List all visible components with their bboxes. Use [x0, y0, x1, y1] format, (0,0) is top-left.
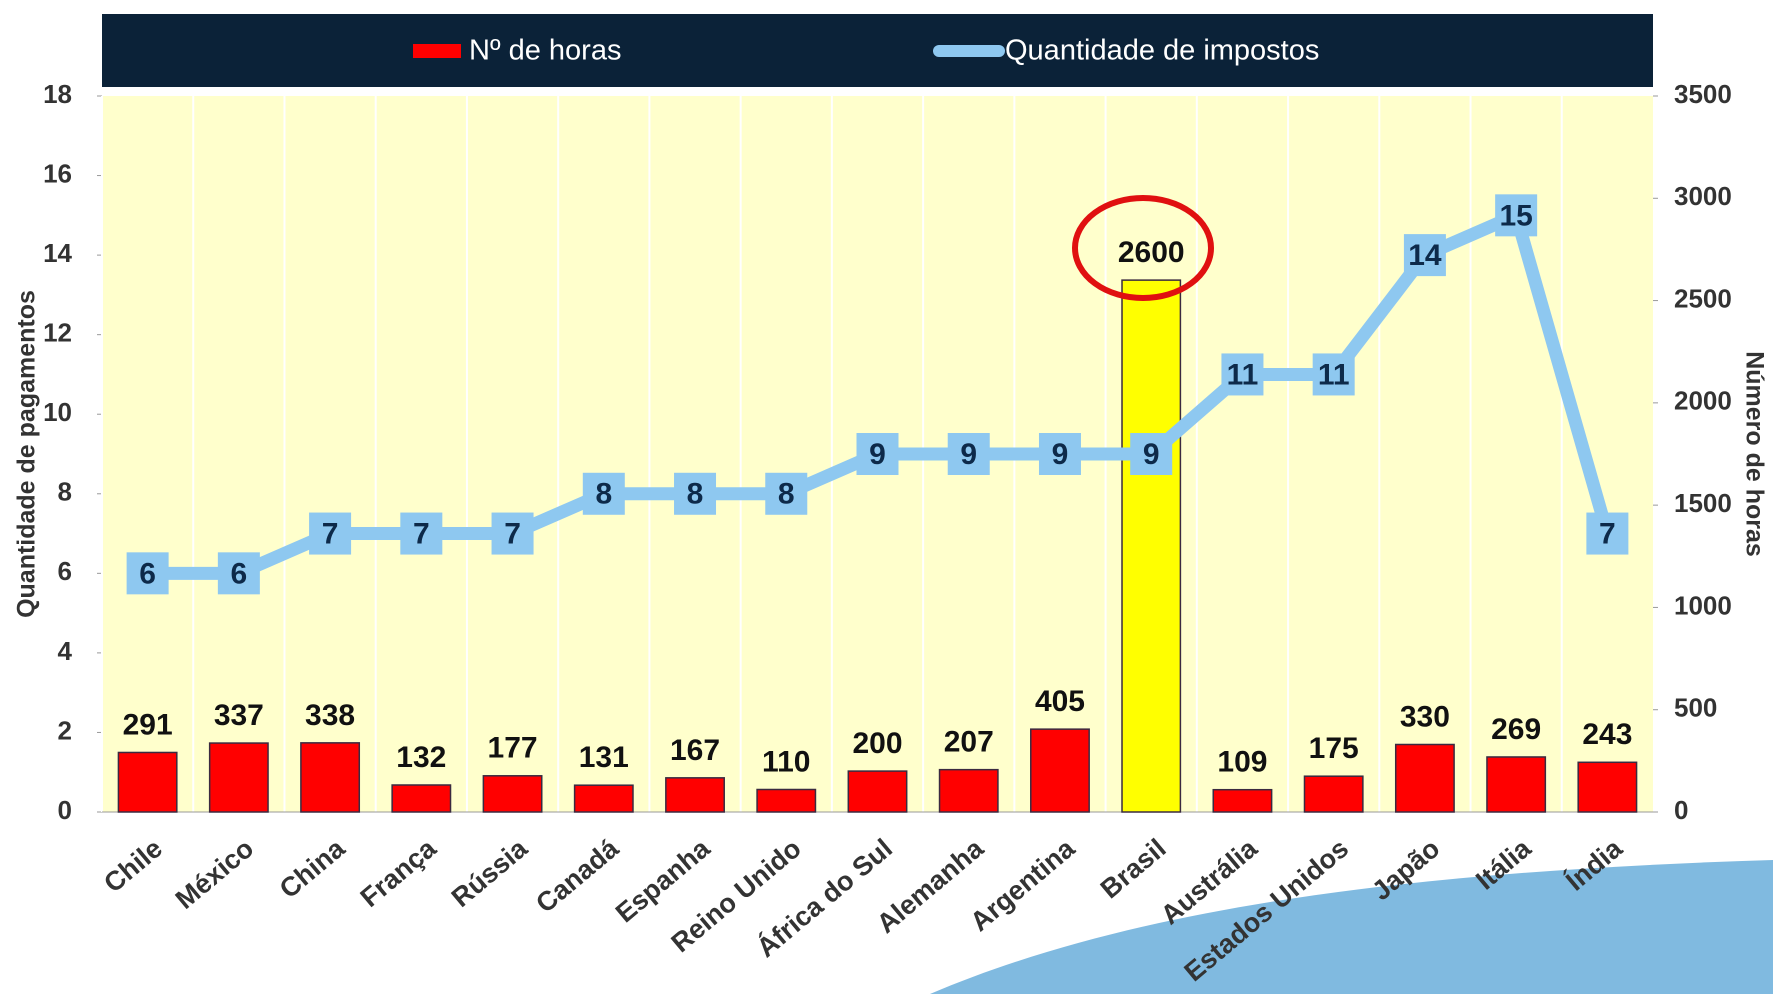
y-tick-label: 14 [43, 238, 72, 268]
bar [1578, 762, 1636, 812]
bar-value-label: 330 [1400, 700, 1450, 733]
y-tick-label: 18 [43, 79, 72, 109]
line-value-label: 11 [1318, 358, 1350, 391]
y2-tick-label: 1500 [1674, 488, 1732, 518]
line-value-label: 8 [687, 478, 704, 511]
bar [575, 785, 633, 812]
bar-value-label: 167 [670, 734, 720, 767]
line-value-label: 14 [1408, 239, 1442, 272]
line-value-label: 7 [322, 517, 339, 550]
line-value-label: 11 [1227, 358, 1259, 391]
bar-value-label: 131 [579, 741, 629, 774]
bar [1304, 776, 1362, 812]
bar [1122, 280, 1180, 812]
x-tick-label: Chile [98, 833, 168, 898]
legend-swatch [413, 44, 461, 58]
y-tick-label: 12 [43, 318, 72, 348]
bar-value-label: 132 [396, 741, 446, 774]
legend-label: Quantidade de impostos [1005, 35, 1319, 67]
x-tick-label: México [170, 833, 259, 915]
decoration-swoosh [930, 860, 1773, 994]
line-value-label: 9 [1052, 438, 1069, 471]
bar [1031, 729, 1089, 812]
bar [210, 743, 268, 812]
bar-value-label: 110 [762, 745, 810, 778]
bar-value-label: 291 [123, 708, 173, 741]
y2-tick-label: 500 [1674, 693, 1717, 723]
bar [940, 770, 998, 812]
y-tick-label: 4 [58, 636, 73, 666]
y2-tick-label: 2000 [1674, 386, 1732, 416]
x-tick-label: França [355, 832, 443, 913]
bar-value-label: 175 [1309, 732, 1359, 765]
bar [1487, 757, 1545, 812]
bar [1396, 744, 1454, 812]
line-value-label: 9 [1143, 438, 1160, 471]
bar [848, 771, 906, 812]
y-tick-label: 2 [58, 715, 72, 745]
bar-value-label: 177 [488, 732, 538, 765]
line-value-label: 9 [869, 438, 886, 471]
legend-box [102, 14, 1653, 87]
x-tick-label: China [274, 832, 351, 904]
y-tick-label: 6 [58, 556, 72, 586]
bar-value-label: 269 [1491, 713, 1541, 746]
chart: Quantidade de pagamentos Número de horas… [0, 0, 1773, 994]
y-tick-label: 10 [43, 397, 72, 427]
bar-value-label: 338 [305, 699, 355, 732]
y2-tick-label: 3000 [1674, 181, 1732, 211]
line-value-label: 6 [231, 557, 248, 590]
x-tick-label: Rússia [446, 832, 534, 913]
y-tick-label: 0 [58, 795, 72, 825]
bar [666, 778, 724, 812]
line-value-label: 7 [504, 517, 521, 550]
y2-tick-label: 0 [1674, 795, 1688, 825]
line-value-label: 8 [595, 478, 612, 511]
y2-axis-title: Número de horas [1740, 351, 1768, 557]
line-value-label: 7 [413, 517, 430, 550]
bar [757, 789, 815, 812]
bar-value-label: 109 [1217, 746, 1267, 779]
y-tick-label: 16 [43, 158, 72, 188]
line-value-label: 6 [139, 557, 156, 590]
x-tick-label: Brasil [1095, 833, 1172, 904]
bar-value-label: 2600 [1118, 236, 1185, 269]
legend-label: Nº de horas [469, 35, 621, 67]
line-value-label: 8 [778, 478, 795, 511]
line-value-label: 7 [1599, 517, 1616, 550]
y-tick-label: 8 [58, 477, 72, 507]
bar [1213, 790, 1271, 812]
y2-tick-label: 2500 [1674, 283, 1732, 313]
line-value-label: 9 [960, 438, 977, 471]
line-value-label: 15 [1499, 199, 1532, 232]
bar [483, 776, 541, 812]
bar-value-label: 207 [944, 726, 994, 759]
y2-tick-label: 3500 [1674, 79, 1732, 109]
bar-value-label: 243 [1582, 718, 1632, 751]
y-axis-title: Quantidade de pagamentos [13, 290, 41, 618]
bar [392, 785, 450, 812]
y2-tick-label: 1000 [1674, 590, 1732, 620]
bar [118, 752, 176, 812]
bar-value-label: 337 [214, 699, 264, 732]
bar [301, 743, 359, 812]
bar-value-label: 200 [852, 727, 902, 760]
bar-value-label: 405 [1035, 685, 1085, 718]
